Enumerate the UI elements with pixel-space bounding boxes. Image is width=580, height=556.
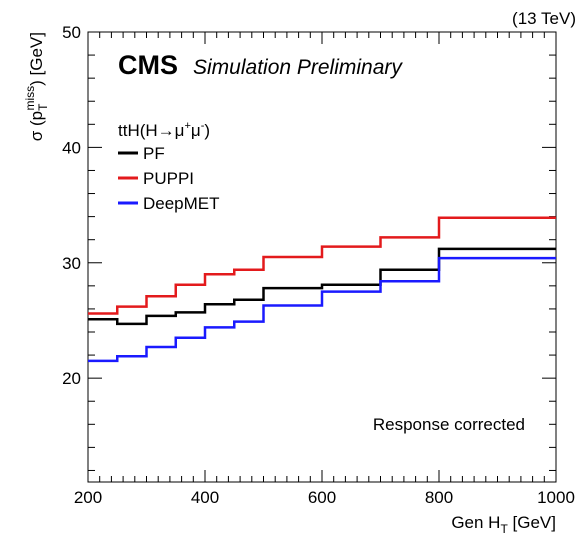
y-tick-label: 40 xyxy=(62,138,81,157)
x-tick-label: 1000 xyxy=(537,488,575,507)
energy-label: (13 TeV) xyxy=(512,9,576,28)
series-pf xyxy=(88,247,556,326)
legend-title: ttH(H→μ+μ-) xyxy=(118,120,210,140)
x-tick-label: 200 xyxy=(74,488,102,507)
legend-label-puppi: PUPPI xyxy=(143,169,194,188)
y-tick-label: 30 xyxy=(62,254,81,273)
x-tick-label: 400 xyxy=(191,488,219,507)
step-line-deepmet xyxy=(88,256,556,363)
tick-labels: 200 400 600 800 1000 20 30 40 50 xyxy=(62,23,575,507)
annotation-response-corrected: Response corrected xyxy=(373,415,525,434)
step-line-pf xyxy=(88,247,556,326)
series-puppi xyxy=(88,216,556,315)
y-tick-label: 20 xyxy=(62,369,81,388)
step-line-puppi xyxy=(88,216,556,315)
y-tick-label: 50 xyxy=(62,23,81,42)
y-axis-title: σ (pTmiss) [GeV] xyxy=(23,32,50,141)
legend-label-pf: PF xyxy=(143,144,165,163)
status-label: Simulation Preliminary xyxy=(193,56,403,79)
x-tick-label: 800 xyxy=(425,488,453,507)
legend-label-deepmet: DeepMET xyxy=(143,194,220,213)
axis-ticks xyxy=(87,31,557,482)
x-axis-title: Gen HT [GeV] xyxy=(451,513,556,536)
legend: ttH(H→μ+μ-) PF PUPPI DeepMET xyxy=(118,120,220,213)
experiment-label: CMS xyxy=(118,50,178,80)
series-deepmet xyxy=(88,256,556,363)
series-layer xyxy=(88,216,556,363)
x-tick-label: 600 xyxy=(308,488,336,507)
